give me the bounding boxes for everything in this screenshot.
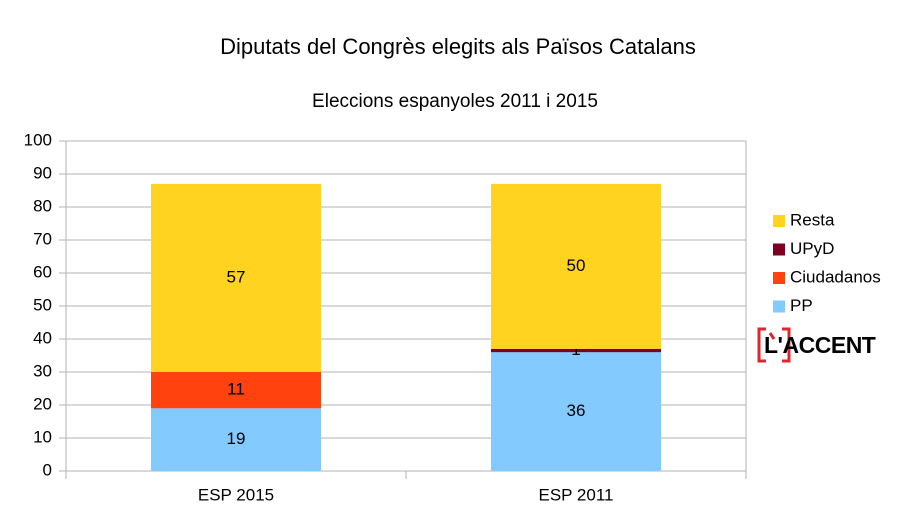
bar-segment xyxy=(151,372,321,409)
logo-bracket xyxy=(757,327,766,363)
logo-accent xyxy=(768,332,776,340)
legend-label: UPyD xyxy=(790,239,834,258)
y-tick-label: 70 xyxy=(33,229,52,248)
legend-swatch xyxy=(773,215,785,227)
y-tick-label: 30 xyxy=(33,361,52,380)
x-tick-label: ESP 2011 xyxy=(539,485,614,504)
y-tick-label: 0 xyxy=(43,460,52,479)
logo: L'ACCENT xyxy=(764,332,876,358)
data-label: 36 xyxy=(567,401,586,420)
y-tick-label: 60 xyxy=(33,262,52,281)
chart-title: Diputats del Congrès elegits als Països … xyxy=(220,34,696,59)
legend-swatch xyxy=(773,243,785,256)
bar-segment xyxy=(491,352,661,471)
legend-swatch xyxy=(773,300,785,313)
bar-segment xyxy=(151,408,321,471)
y-tick-label: 50 xyxy=(33,295,52,314)
bar-segment xyxy=(491,348,661,353)
data-label: 57 xyxy=(227,267,246,286)
data-label: 50 xyxy=(567,256,586,275)
bar-segment xyxy=(491,183,661,349)
data-label: 11 xyxy=(227,380,245,399)
x-tick-label: ESP 2015 xyxy=(198,485,274,504)
y-tick-label: 90 xyxy=(33,163,52,182)
bar-segment xyxy=(151,183,321,372)
y-tick-label: 40 xyxy=(33,328,52,347)
legend-swatch xyxy=(773,272,785,284)
logo-bracket xyxy=(782,327,791,363)
y-tick-label: 80 xyxy=(33,196,52,215)
data-label: 1 xyxy=(571,340,580,359)
y-tick-label: 20 xyxy=(33,394,52,413)
data-label: 19 xyxy=(227,429,246,448)
legend-label: PP xyxy=(790,296,813,315)
y-tick-label: 10 xyxy=(33,427,52,446)
y-tick-label: 100 xyxy=(24,130,52,149)
legend-label: Ciudadanos xyxy=(790,267,881,286)
legend-label: Resta xyxy=(790,210,835,229)
chart-subtitle: Eleccions espanyoles 2011 i 2015 xyxy=(312,91,598,112)
